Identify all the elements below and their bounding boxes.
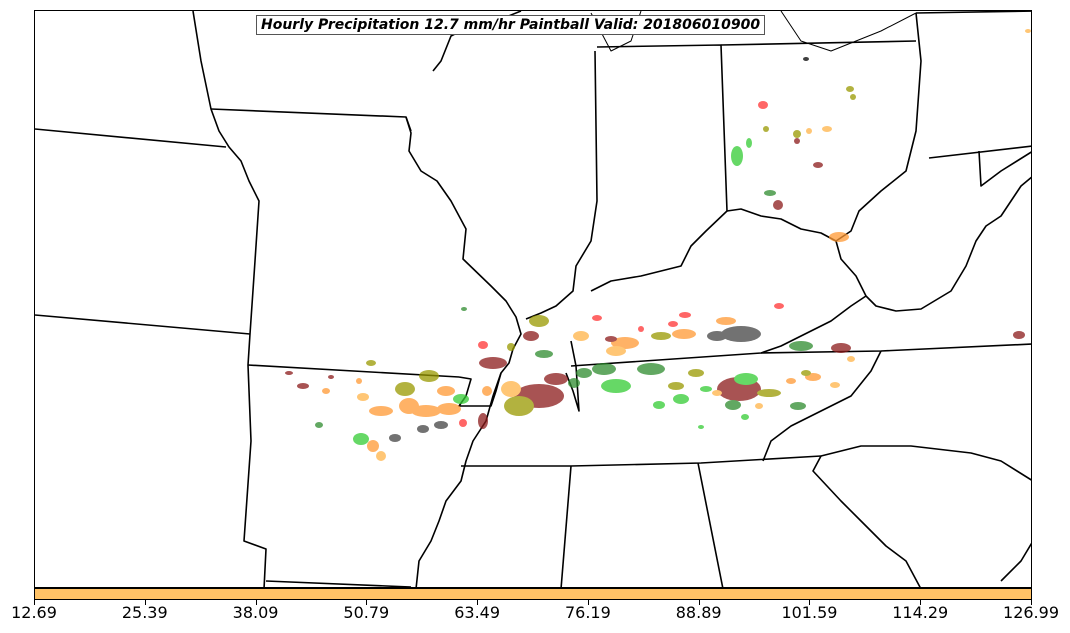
colorbar-tick	[1031, 600, 1032, 605]
colorbar-tick	[698, 600, 700, 605]
colorbar-tick-label: 25.39	[121, 603, 168, 622]
colorbar-tick	[255, 600, 257, 605]
state-boundaries	[35, 11, 1031, 587]
colorbar-tick	[920, 600, 922, 605]
colorbar-tick-label: 63.49	[454, 603, 501, 622]
colorbar-tick-label: 50.79	[343, 603, 390, 622]
colorbar-tick-label: 76.19	[564, 603, 611, 622]
colorbar	[34, 588, 1032, 600]
colorbar-tick	[809, 600, 811, 605]
precip-blobs	[285, 29, 1031, 461]
colorbar-tick	[477, 600, 479, 605]
colorbar-tick-label: 38.09	[232, 603, 279, 622]
colorbar-tick-label: 101.59	[781, 603, 838, 622]
colorbar-tick	[587, 600, 589, 605]
colorbar-tick	[366, 600, 368, 605]
colorbar-tick-label: 88.89	[675, 603, 722, 622]
colorbar-tick	[34, 600, 35, 605]
colorbar-tick	[144, 600, 146, 605]
colorbar-tick-label: 126.99	[1003, 603, 1059, 622]
colorbar-tick-label: 12.69	[11, 603, 57, 622]
colorbar-tick-label: 114.29	[892, 603, 949, 622]
map-canvas	[35, 11, 1031, 587]
map-title: Hourly Precipitation 12.7 mm/hr Paintbal…	[256, 15, 766, 35]
map-panel	[34, 10, 1032, 588]
